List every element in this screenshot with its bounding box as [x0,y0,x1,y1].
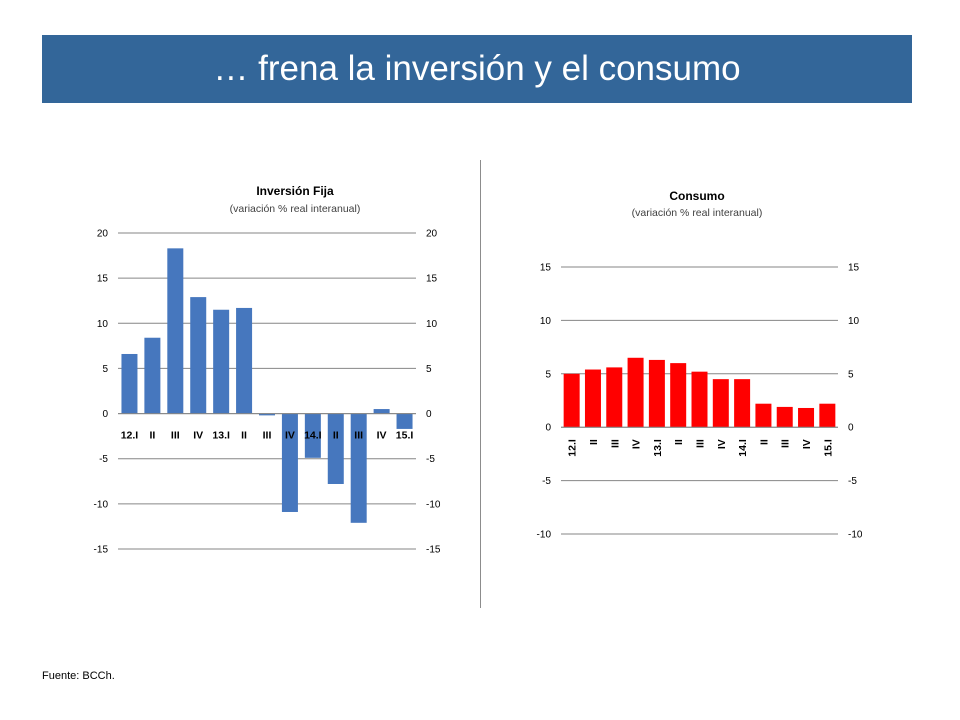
bar [584,369,601,428]
y-tick-label-right: 0 [848,423,854,434]
x-tick-label: 13.I [652,439,664,457]
y-tick-label-left: -10 [94,499,109,510]
y-tick-label-left: -5 [542,476,551,487]
y-tick-label-left: 5 [102,364,108,375]
x-tick-label: IV [193,430,203,442]
y-tick-label-right: 5 [848,369,854,380]
bar [670,363,687,428]
y-tick-label-right: 5 [426,364,432,375]
x-tick-label: III [780,439,792,448]
bar [648,359,665,428]
chart-subtitle: (variación % real interanual) [632,207,763,219]
x-tick-label: 14.I [737,439,749,457]
x-tick-label: 13.I [212,430,230,442]
y-tick-label-right: -5 [848,476,857,487]
y-tick-label-left: 15 [97,274,109,285]
bar [167,248,184,414]
y-tick-label-right: 0 [426,409,432,420]
y-tick-label-left: -10 [537,530,552,541]
y-tick-label-left: 15 [540,263,552,274]
x-tick-label: IV [285,430,295,442]
y-tick-label-left: -5 [99,454,108,465]
y-tick-label-right: -10 [848,530,863,541]
chart-title: Consumo [669,189,724,203]
x-tick-label: III [171,430,180,442]
bar [190,297,207,414]
x-tick-label: IV [801,439,813,449]
x-tick-label: IV [716,439,728,449]
y-tick-label-right: 20 [426,229,438,240]
bar [281,413,298,512]
bar [236,307,253,414]
y-tick-label-right: -10 [426,499,441,510]
chart-subtitle: (variación % real interanual) [230,203,361,215]
y-tick-label-left: 5 [545,369,551,380]
bar [819,403,836,428]
y-tick-label-right: -15 [426,545,441,556]
bar [259,413,275,416]
bar [606,367,623,428]
bar [350,413,367,523]
bar [712,379,729,428]
y-tick-label-left: -15 [94,545,109,556]
x-tick-label: 14.I [304,430,322,442]
y-tick-label-left: 20 [97,229,109,240]
bar [798,407,815,428]
bar [213,309,230,414]
x-tick-label: III [609,439,621,448]
y-tick-label-right: -5 [426,454,435,465]
x-tick-label: III [695,439,707,448]
y-tick-label-left: 0 [102,409,108,420]
x-tick-label: 15.I [396,430,414,442]
bar [373,409,390,414]
chart-divider [480,160,481,608]
bar [563,373,580,428]
y-tick-label-right: 15 [426,274,438,285]
bar [121,353,138,414]
x-tick-label: II [673,439,685,445]
x-tick-label: 12.I [121,430,139,442]
bar [691,371,708,428]
x-tick-label: II [241,430,247,442]
x-tick-label: II [333,430,339,442]
bar [144,337,161,414]
bar [734,379,751,428]
y-tick-label-right: 10 [848,316,860,327]
bar [776,406,793,428]
y-tick-label-right: 10 [426,319,438,330]
x-tick-label: II [588,439,600,445]
x-tick-label: III [263,430,272,442]
bar [396,413,413,429]
page-title: … frena la inversión y el consumo [213,49,741,88]
chart-title: Inversión Fija [256,184,334,198]
x-tick-label: II [149,430,155,442]
y-tick-label-right: 15 [848,263,860,274]
x-tick-label: IV [377,430,387,442]
y-tick-label-left: 10 [540,316,552,327]
bar [304,413,321,458]
source-note: Fuente: BCCh. [42,670,115,682]
x-tick-label: II [758,439,770,445]
y-tick-label-left: 0 [545,423,551,434]
x-tick-label: III [354,430,363,442]
bar [627,357,644,428]
title-banner: … frena la inversión y el consumo [42,35,912,103]
y-tick-label-left: 10 [97,319,109,330]
bar [327,413,344,484]
x-tick-label: 12.I [567,439,579,457]
x-tick-label: 15.I [822,439,834,457]
bar [755,403,772,428]
x-tick-label: IV [631,439,643,449]
